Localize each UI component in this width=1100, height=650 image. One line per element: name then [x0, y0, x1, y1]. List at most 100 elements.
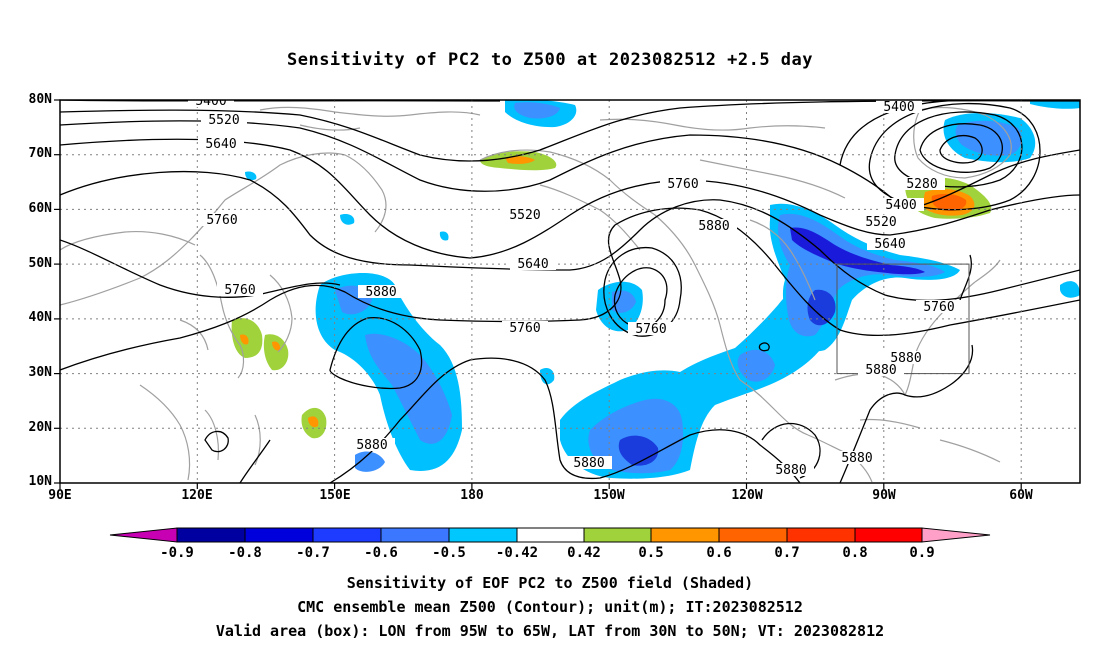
contour-label: 5760 [217, 283, 263, 298]
colorbar-box [786, 527, 856, 543]
map-layers: 5400 5520 5640 5760 5760 5880 5520 5640 … [0, 0, 1080, 483]
contour-label: 5760 [916, 300, 962, 315]
colorbar-box [176, 527, 246, 543]
svg-text:5880: 5880 [365, 285, 396, 300]
contour-label: 5400 [188, 94, 234, 109]
shade-moderate-negative [365, 333, 452, 444]
svg-text:5880: 5880 [573, 456, 604, 471]
lat-label: 20N [28, 420, 52, 435]
svg-text:5760: 5760 [923, 300, 954, 315]
contour-label: 5880 [883, 351, 929, 366]
lat-label: 10N [28, 474, 52, 489]
contour-label: 5760 [660, 177, 706, 192]
lon-label: 180 [460, 488, 484, 503]
svg-text:5520: 5520 [865, 215, 896, 230]
svg-text:5400: 5400 [883, 100, 914, 115]
contour-labels: 5400 5520 5640 5760 5760 5880 5520 5640 … [0, 0, 1001, 478]
svg-text:5520: 5520 [509, 208, 540, 223]
lon-label: 150W [593, 488, 625, 503]
svg-text:5280: 5280 [906, 177, 937, 192]
contour-label: 5880 [358, 285, 404, 300]
caption-line-3: Valid area (box): LON from 95W to 65W, L… [215, 622, 885, 640]
chart-title: Sensitivity of PC2 to Z500 at 2023082512… [286, 50, 813, 70]
map-frame [59, 99, 1081, 484]
svg-text:5880: 5880 [356, 438, 387, 453]
contour-label: 5520 [502, 208, 548, 223]
contour-label: 5520 [858, 215, 904, 230]
svg-text:5880: 5880 [890, 351, 921, 366]
axis-ticks [54, 99, 1022, 489]
svg-text:5760: 5760 [667, 177, 698, 192]
contour-label: 5520 [201, 113, 247, 128]
lon-label: 90E [48, 488, 72, 503]
svg-text:5640: 5640 [874, 237, 905, 252]
svg-text:5760: 5760 [206, 213, 237, 228]
colorbar-box [380, 527, 450, 543]
lon-label: 150E [319, 488, 351, 503]
contour-label: 5880 [349, 438, 395, 453]
svg-text:5760: 5760 [509, 321, 540, 336]
colorbar-label: -0.9 [160, 545, 194, 561]
contour-label: 5400 [876, 100, 922, 115]
shade-strong-negative [790, 227, 925, 275]
contour-label: 5760 [502, 321, 548, 336]
caption-line-2: CMC ensemble mean Z500 (Contour); unit(m… [297, 598, 803, 616]
colorbar-box [516, 527, 585, 543]
colorbar-label: -0.7 [296, 545, 330, 561]
contour-label: 5880 [858, 363, 904, 378]
lon-label: 90W [872, 488, 896, 503]
contour-label: 5760 [199, 213, 245, 228]
colorbar-label: -0.6 [364, 545, 398, 561]
svg-text:5760: 5760 [224, 283, 255, 298]
svg-text:5640: 5640 [205, 137, 236, 152]
svg-text:5400: 5400 [885, 198, 916, 213]
colorbar-label: 0.42 [567, 545, 601, 561]
lat-label: 80N [28, 92, 52, 107]
colorbar-label: 0.6 [706, 545, 732, 561]
lat-label: 30N [28, 365, 52, 380]
contour-label: 5640 [510, 257, 556, 272]
svg-text:5640: 5640 [517, 257, 548, 272]
svg-text:5880: 5880 [775, 463, 806, 478]
colorbar-box [244, 527, 314, 543]
coastlines [60, 106, 1012, 483]
colorbar-box [312, 527, 382, 543]
caption-line-1: Sensitivity of EOF PC2 to Z500 field (Sh… [346, 574, 754, 592]
contour-label: 5880 [566, 456, 612, 471]
colorbar-box [650, 527, 720, 543]
colorbar-high-triangle [921, 527, 991, 543]
svg-text:5760: 5760 [635, 322, 666, 337]
contour-label: 5280 [899, 177, 945, 192]
colorbar-label: 0.7 [774, 545, 800, 561]
contour-label: 5640 [198, 137, 244, 152]
contour-label: 5640 [867, 237, 913, 252]
svg-text:5880: 5880 [865, 363, 896, 378]
colorbar-low-triangle [109, 527, 178, 543]
colorbar-label: -0.5 [432, 545, 466, 561]
colorbar-box [583, 527, 652, 543]
lat-label: 50N [28, 256, 52, 271]
colorbar-box [718, 527, 788, 543]
lat-label: 70N [28, 146, 52, 161]
lat-label: 40N [28, 310, 52, 325]
contour-label: 5400 [878, 198, 924, 213]
svg-text:5400: 5400 [195, 94, 226, 109]
z500-contours [60, 100, 1080, 483]
svg-text:5880: 5880 [698, 219, 729, 234]
colorbar-box [854, 527, 923, 543]
colorbar-label: 0.9 [909, 545, 935, 561]
colorbar-label: -0.8 [228, 545, 262, 561]
colorbar-label: -0.42 [495, 545, 539, 561]
contour-label: 5880 [0, 0, 1001, 421]
lon-label: 120W [731, 488, 763, 503]
colorbar [109, 527, 991, 543]
lat-label: 60N [28, 201, 52, 216]
colorbar-box [448, 527, 518, 543]
svg-text:5880: 5880 [841, 451, 872, 466]
colorbar-label: 0.8 [842, 545, 868, 561]
lon-label: 120E [181, 488, 213, 503]
colorbar-label: 0.5 [638, 545, 664, 561]
svg-text:5520: 5520 [208, 113, 239, 128]
contour-label: 5880 [691, 219, 737, 234]
